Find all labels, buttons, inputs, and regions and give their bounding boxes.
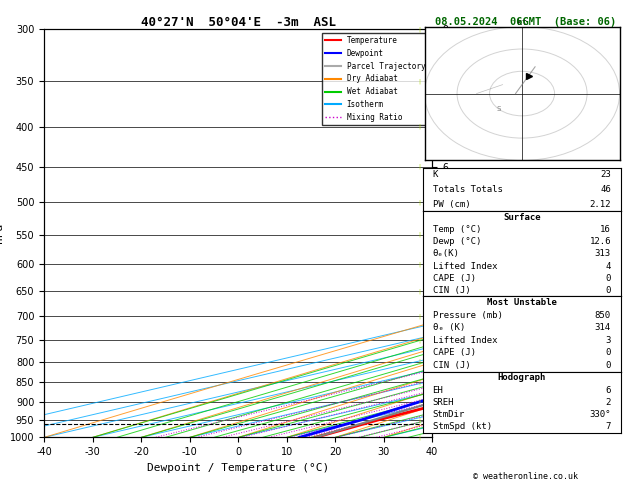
Text: 314: 314 <box>595 323 611 332</box>
Text: |: | <box>418 313 420 319</box>
Text: CAPE (J): CAPE (J) <box>433 348 476 358</box>
Text: Pressure (mb): Pressure (mb) <box>433 311 503 320</box>
Text: 0: 0 <box>606 286 611 295</box>
Text: 12.6: 12.6 <box>589 237 611 246</box>
X-axis label: Dewpoint / Temperature (°C): Dewpoint / Temperature (°C) <box>147 463 329 473</box>
Text: |: | <box>418 434 420 440</box>
Text: EH: EH <box>433 385 443 395</box>
Text: 2.12: 2.12 <box>589 200 611 208</box>
Y-axis label: hPa: hPa <box>0 223 4 243</box>
Text: |: | <box>418 417 420 423</box>
Text: |: | <box>418 261 420 267</box>
Text: 0: 0 <box>606 361 611 370</box>
Text: CAPE (J): CAPE (J) <box>433 274 476 283</box>
Text: CIN (J): CIN (J) <box>433 361 470 370</box>
Text: 46: 46 <box>600 185 611 194</box>
Text: 23: 23 <box>600 171 611 179</box>
Text: |: | <box>418 232 420 238</box>
Text: K: K <box>433 171 438 179</box>
Legend: Temperature, Dewpoint, Parcel Trajectory, Dry Adiabat, Wet Adiabat, Isotherm, Mi: Temperature, Dewpoint, Parcel Trajectory… <box>322 33 428 125</box>
Text: Totals Totals: Totals Totals <box>433 185 503 194</box>
Text: Dewp (°C): Dewp (°C) <box>433 237 481 246</box>
Text: 850: 850 <box>595 311 611 320</box>
Text: θₑ (K): θₑ (K) <box>433 323 465 332</box>
Text: LCL: LCL <box>440 418 457 429</box>
Text: |: | <box>418 359 420 364</box>
Text: 313: 313 <box>595 249 611 259</box>
Text: 0: 0 <box>606 348 611 358</box>
Text: StmDir: StmDir <box>433 410 465 419</box>
Text: Most Unstable: Most Unstable <box>487 298 557 307</box>
Text: 6: 6 <box>606 385 611 395</box>
Text: Hodograph: Hodograph <box>498 373 546 382</box>
Text: |: | <box>418 200 420 205</box>
Text: 4: 4 <box>606 261 611 271</box>
Text: S: S <box>496 106 501 112</box>
Text: |: | <box>418 289 420 294</box>
X-axis label: kt: kt <box>517 18 527 27</box>
Text: SREH: SREH <box>433 398 454 407</box>
Text: 3: 3 <box>606 336 611 345</box>
Text: |: | <box>418 79 420 84</box>
Text: 2: 2 <box>606 398 611 407</box>
Text: |: | <box>418 380 420 385</box>
Text: |: | <box>418 26 420 32</box>
Y-axis label: km
ASL: km ASL <box>460 233 477 255</box>
Text: PW (cm): PW (cm) <box>433 200 470 208</box>
Text: θₑ(K): θₑ(K) <box>433 249 459 259</box>
Text: 0: 0 <box>606 274 611 283</box>
Text: 330°: 330° <box>589 410 611 419</box>
Text: CIN (J): CIN (J) <box>433 286 470 295</box>
Text: StmSpd (kt): StmSpd (kt) <box>433 422 492 431</box>
Text: Lifted Index: Lifted Index <box>433 336 497 345</box>
Text: 7: 7 <box>606 422 611 431</box>
Text: 16: 16 <box>600 225 611 234</box>
Text: |: | <box>418 164 420 170</box>
Text: |: | <box>418 337 420 343</box>
Text: Lifted Index: Lifted Index <box>433 261 497 271</box>
Text: Temp (°C): Temp (°C) <box>433 225 481 234</box>
Text: © weatheronline.co.uk: © weatheronline.co.uk <box>473 472 577 481</box>
Text: |: | <box>418 124 420 129</box>
Text: 08.05.2024  06GMT  (Base: 06): 08.05.2024 06GMT (Base: 06) <box>435 17 616 27</box>
Text: |: | <box>418 399 420 404</box>
Text: Surface: Surface <box>503 213 540 222</box>
Title: 40°27'N  50°04'E  -3m  ASL: 40°27'N 50°04'E -3m ASL <box>141 16 336 29</box>
